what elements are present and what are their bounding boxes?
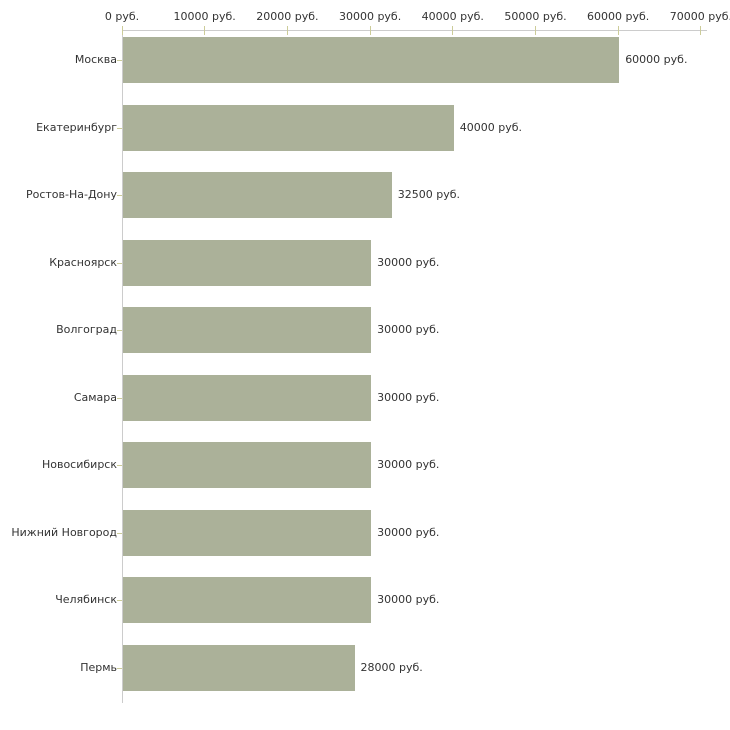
x-axis-tick (121, 26, 123, 35)
value-label: 30000 руб. (377, 458, 440, 471)
value-label: 30000 руб. (377, 255, 440, 269)
x-axis-tick-label: 40000 руб. (421, 10, 484, 23)
x-axis-tick (700, 26, 702, 35)
category-label: Челябинск (55, 593, 117, 606)
category-label: Новосибирск (41, 458, 117, 471)
value-label: 40000 руб. (459, 120, 523, 134)
category-label: Нижний Новгород (11, 525, 117, 539)
bar (123, 104, 454, 151)
value-label: 30000 руб. (377, 525, 440, 539)
y-axis-tick (117, 262, 122, 264)
bar (123, 509, 372, 556)
y-axis-tick (117, 532, 122, 534)
value-label: 30000 руб. (377, 323, 440, 336)
category-label: Пермь (80, 660, 117, 674)
category-label: Волгоград (56, 323, 117, 336)
x-axis-tick-label: 30000 руб. (338, 10, 402, 23)
category-label: Екатеринбург (36, 120, 117, 134)
category-label: Москва (74, 53, 117, 66)
bar (123, 577, 372, 623)
x-axis-tick-label: 50000 руб. (504, 10, 567, 23)
y-axis-tick (117, 465, 122, 466)
value-label: 30000 руб. (377, 593, 440, 606)
x-axis-tick (535, 26, 536, 35)
value-label: 30000 руб. (377, 390, 440, 404)
y-axis-tick (117, 330, 122, 331)
bar (123, 442, 372, 488)
x-axis-tick-label: 10000 руб. (173, 10, 236, 23)
category-label: Красноярск (49, 255, 117, 269)
x-axis-tick (286, 26, 288, 35)
y-axis-tick (117, 600, 122, 601)
bar (123, 172, 392, 218)
y-axis-tick (117, 60, 122, 61)
bar (123, 239, 372, 286)
y-axis-tick (117, 127, 122, 129)
bar (123, 374, 372, 421)
y-axis-tick (117, 667, 122, 669)
x-axis-tick (617, 26, 619, 35)
x-axis-tick-label: 0 руб. (104, 10, 140, 23)
category-label: Самара (73, 390, 117, 404)
y-axis-tick (117, 195, 122, 196)
category-label: Ростов-На-Дону (25, 188, 117, 201)
value-label: 28000 руб. (360, 660, 423, 674)
x-axis-line (122, 30, 707, 31)
x-axis-tick-label: 60000 руб. (587, 10, 650, 23)
x-axis-tick-label: 70000 руб. (669, 10, 730, 23)
value-label: 32500 руб. (397, 188, 461, 201)
bar (123, 37, 620, 83)
x-axis-tick (204, 26, 206, 35)
x-axis-tick (452, 26, 454, 35)
bar (123, 644, 355, 691)
value-label: 60000 руб. (625, 53, 688, 66)
bar (123, 307, 372, 353)
y-axis-line (122, 30, 123, 703)
x-axis-tick (369, 26, 371, 35)
y-axis-tick (117, 397, 122, 399)
x-axis-tick-label: 20000 руб. (256, 10, 319, 23)
